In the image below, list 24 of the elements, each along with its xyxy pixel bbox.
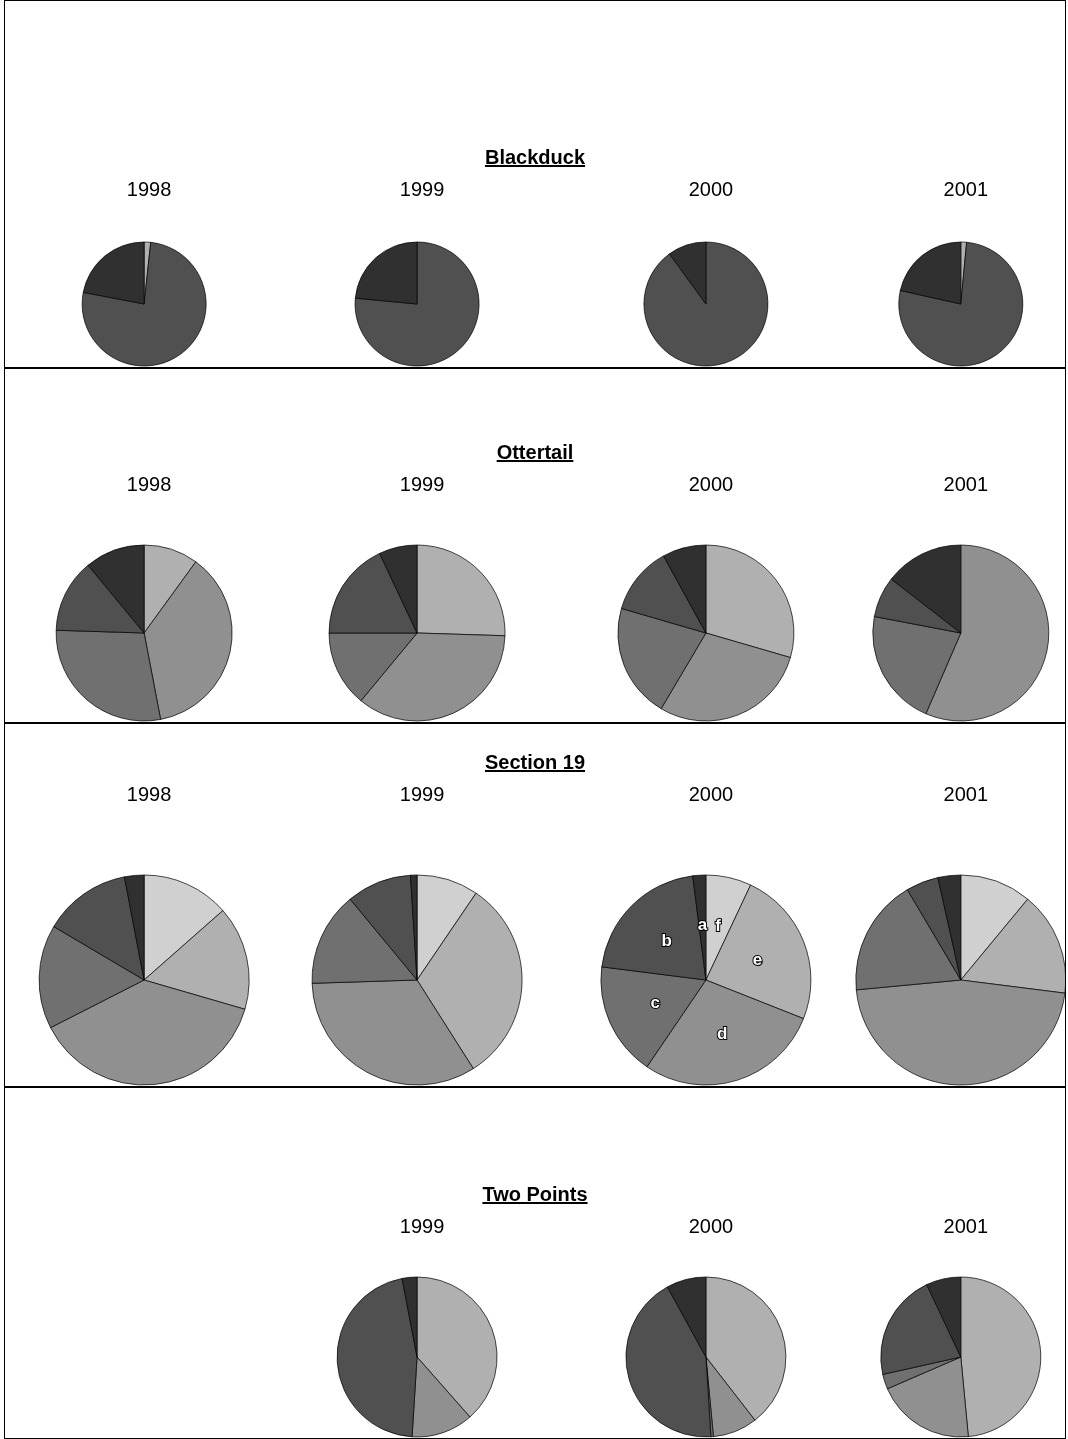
slice-label: 1999 — [399, 178, 445, 200]
chart-title: Blackduck — [483, 146, 587, 169]
slice-label: 1999 — [399, 783, 445, 805]
slice-label: 2001 — [943, 178, 989, 200]
slice-label: 2000 — [688, 178, 734, 200]
data-label: d — [717, 1023, 728, 1043]
slice-label: 2001 — [943, 783, 989, 805]
slice-label: 1999 — [399, 473, 445, 495]
slice-label: 1998 — [126, 473, 172, 495]
data-label: c — [650, 993, 661, 1013]
slice-label: 1998 — [126, 178, 172, 200]
slice-label: 2001 — [943, 473, 989, 495]
chart-title: Ottertail — [495, 441, 575, 464]
chart-title: Two Points — [481, 1183, 589, 1206]
slice-label: 2001 — [943, 1215, 989, 1237]
slice-label: 2000 — [688, 783, 734, 805]
slice-label: 2000 — [688, 473, 734, 495]
data-label: b — [661, 931, 672, 951]
data-label: f — [715, 916, 722, 936]
slice-label: 1998 — [126, 783, 172, 805]
data-label: e — [752, 950, 763, 970]
slice-label: 2000 — [688, 1215, 734, 1237]
slice-label: 1999 — [399, 1215, 445, 1237]
chart-title: Section 19 — [483, 751, 586, 774]
